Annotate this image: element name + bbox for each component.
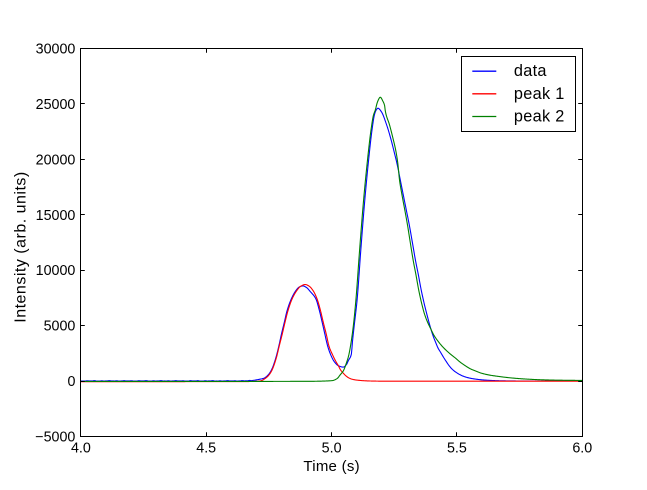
svg-text:25000: 25000	[36, 97, 76, 113]
svg-text:Intensity (arb. units): Intensity (arb. units)	[13, 171, 30, 323]
svg-text:4.0: 4.0	[71, 441, 91, 457]
svg-text:5.5: 5.5	[447, 441, 467, 457]
svg-text:10000: 10000	[36, 263, 76, 279]
svg-text:peak 1: peak 1	[514, 85, 565, 103]
svg-text:30000: 30000	[36, 42, 76, 58]
svg-text:15000: 15000	[36, 208, 76, 224]
svg-text:5000: 5000	[44, 319, 76, 335]
svg-text:20000: 20000	[36, 152, 76, 168]
svg-text:5.0: 5.0	[322, 441, 342, 457]
svg-text:0: 0	[67, 374, 75, 390]
svg-text:peak 2: peak 2	[514, 107, 565, 125]
svg-text:Time (s): Time (s)	[303, 458, 359, 475]
svg-text:4.5: 4.5	[196, 441, 216, 457]
svg-text:6.0: 6.0	[572, 441, 592, 457]
svg-text:data: data	[514, 62, 548, 80]
svg-text:−5000: −5000	[35, 430, 75, 446]
